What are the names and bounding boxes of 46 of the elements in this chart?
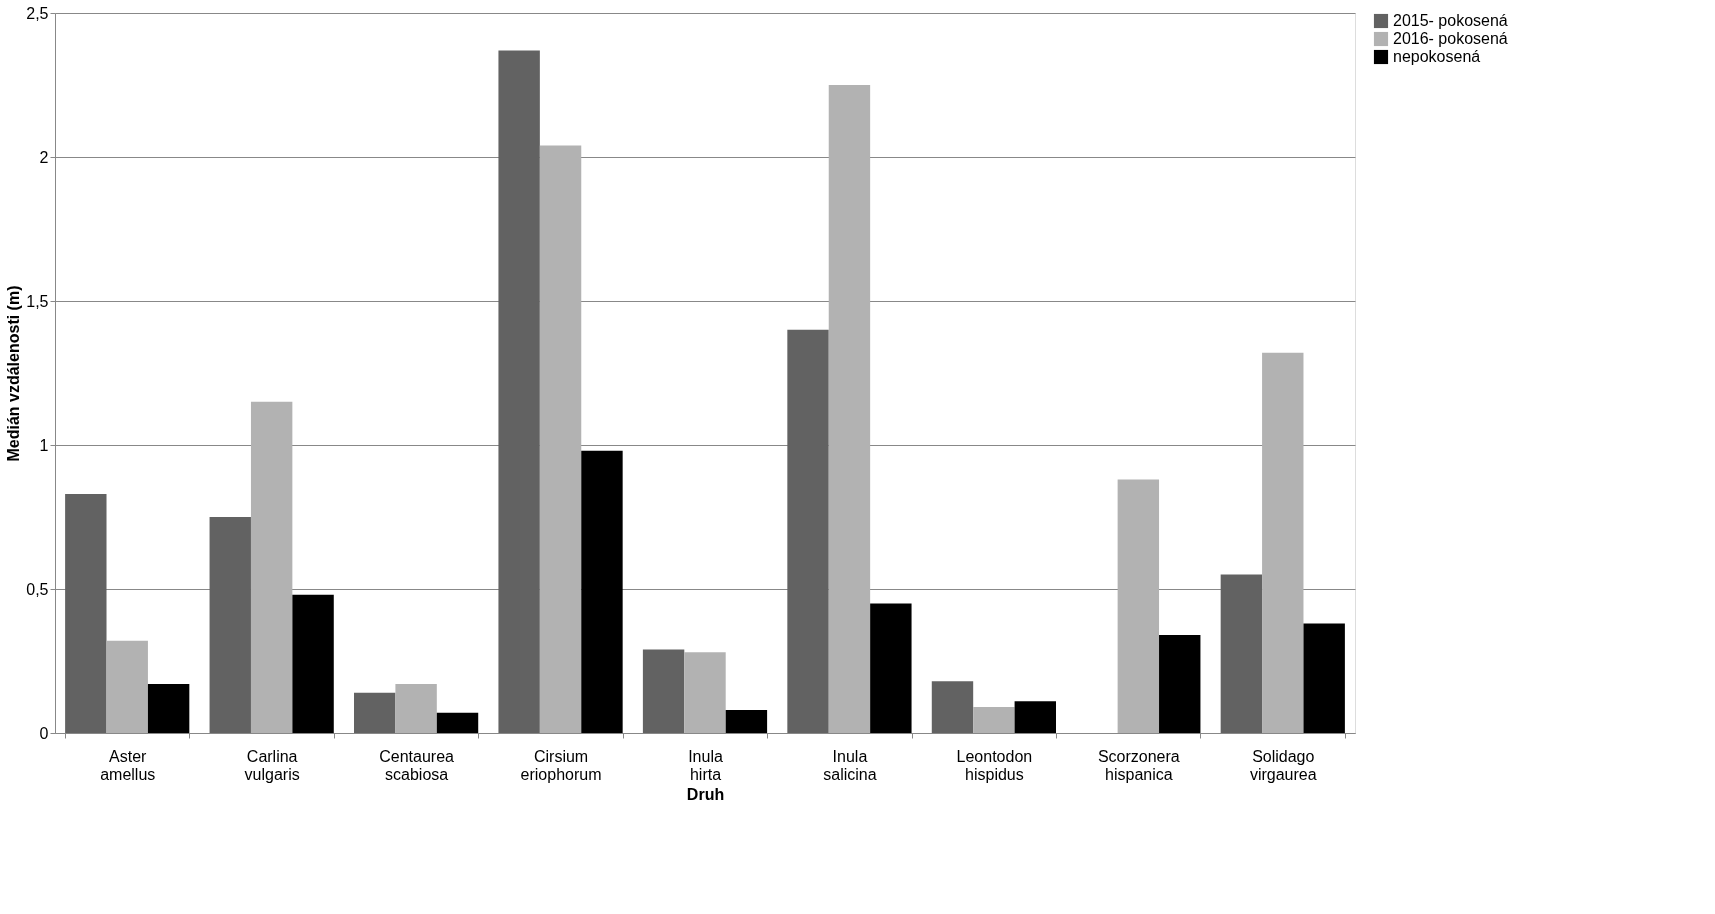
x-tick-label: Scorzonera hispanica	[1097, 747, 1180, 783]
legend-label: 2016- pokosená	[1393, 30, 1508, 47]
y-tick-label: 2	[39, 148, 49, 166]
bar	[931, 681, 974, 733]
x-tick-label: Aster amellus	[100, 747, 156, 783]
bar	[65, 493, 107, 733]
bar	[1220, 574, 1263, 733]
x-axis-title: Druh	[686, 785, 725, 803]
x-tick-label: Centaurea scabiosa	[379, 747, 455, 783]
y-axis-title: Medián vzdálenosti (m)	[5, 285, 23, 462]
bar	[1303, 623, 1345, 733]
bar	[684, 652, 726, 733]
bar	[354, 692, 396, 733]
bar	[106, 640, 148, 733]
bar	[1262, 352, 1304, 733]
bar	[539, 145, 582, 733]
x-tick-label: Leontodon hispidus	[956, 747, 1033, 783]
bar	[828, 85, 871, 733]
bar	[787, 329, 829, 733]
y-tick-label: 1	[39, 436, 49, 454]
x-tick-label: Inula hirta	[688, 747, 723, 783]
bar	[250, 401, 293, 733]
bar	[642, 649, 685, 733]
bar	[1014, 701, 1056, 733]
x-tick-label: Solidago virgaurea	[1249, 747, 1317, 783]
y-tick-label: 0	[39, 724, 49, 742]
bar	[870, 603, 912, 733]
bar	[498, 50, 540, 733]
bar	[395, 684, 437, 733]
legend-label: nepokosená	[1393, 48, 1481, 65]
bar	[1159, 635, 1201, 733]
x-tick-label: Carlina vulgaris	[244, 747, 300, 783]
bar	[973, 707, 1015, 733]
bar	[147, 684, 190, 733]
bar	[292, 594, 334, 733]
y-tick-label: 1,5	[26, 292, 49, 310]
bar	[209, 517, 251, 733]
x-tick-label: Cirsium eriophorum	[520, 747, 602, 783]
x-tick-label: Inula salicina	[823, 747, 877, 783]
legend-label: 2015- pokosená	[1393, 12, 1508, 29]
y-tick-label: 0,5	[26, 580, 49, 598]
bar	[436, 712, 479, 733]
bar	[725, 709, 768, 733]
y-tick-label: 2,5	[26, 4, 49, 22]
bar	[581, 450, 623, 733]
bar	[1117, 479, 1160, 733]
